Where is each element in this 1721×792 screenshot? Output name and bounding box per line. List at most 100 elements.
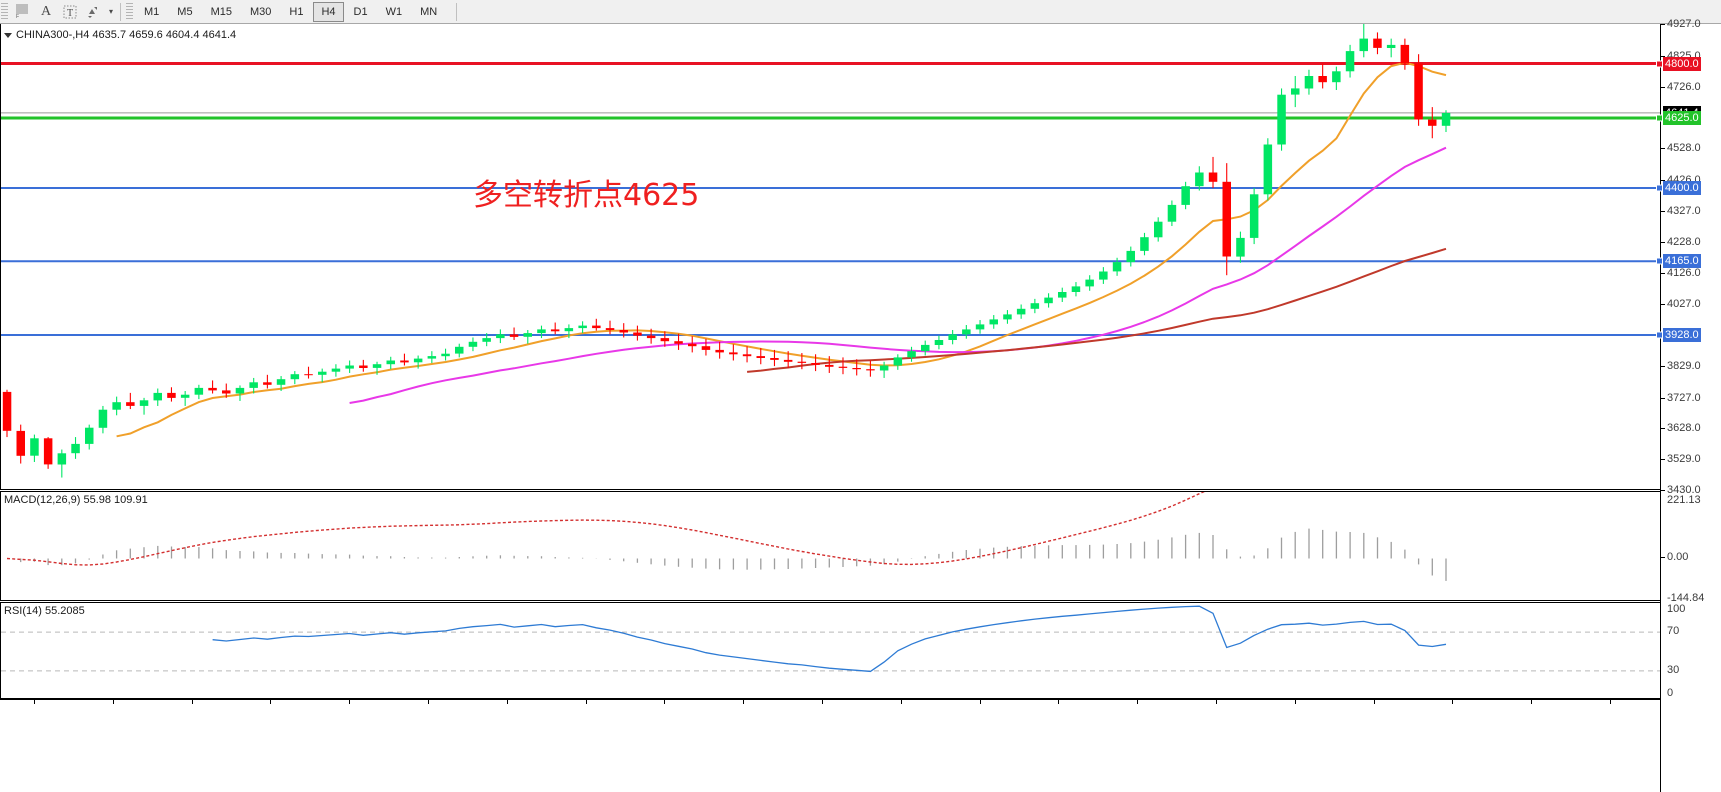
chart-canvas-area[interactable]: CHINA300-,H4 4635.7 4659.6 4604.4 4641.4… xyxy=(0,24,1721,792)
time-axis-tick xyxy=(822,700,823,704)
timeframe-m30[interactable]: M30 xyxy=(249,5,272,18)
candle-body xyxy=(523,333,532,337)
candle-body xyxy=(112,402,121,410)
price-axis-label: 3529.0 xyxy=(1667,453,1701,466)
crosshair-icon[interactable]: F xyxy=(11,2,33,22)
time-axis-tick xyxy=(900,700,902,704)
candle-body xyxy=(921,344,930,352)
timeframe-mn[interactable]: MN xyxy=(420,5,438,18)
candle-body xyxy=(1044,297,1053,304)
chevron-down-icon[interactable] xyxy=(4,32,12,38)
candle-body xyxy=(194,387,204,395)
symbol-header: CHINA300-,H4 4635.7 4659.6 4604.4 4641.4 xyxy=(4,29,236,41)
level-drag-handle-support-1[interactable] xyxy=(1656,184,1663,192)
time-axis-tick xyxy=(34,700,35,704)
ma-line-MA-slow xyxy=(747,247,1447,373)
level-drag-handle-pivot[interactable] xyxy=(1656,114,1663,122)
price-axis-tick xyxy=(1661,241,1665,243)
candle-body xyxy=(441,353,450,357)
toolbar-grip-2[interactable] xyxy=(126,2,134,21)
timeframe-h4[interactable]: H4 xyxy=(313,1,344,22)
candle-body xyxy=(222,390,231,394)
time-axis-tick xyxy=(1216,700,1217,704)
price-badge-resistance[interactable]: 4800.0 xyxy=(1663,56,1701,71)
timeframe-m5[interactable]: M5 xyxy=(177,5,193,18)
shapes-dropdown-caret-icon[interactable]: ▾ xyxy=(109,7,114,16)
candle-body xyxy=(852,368,861,370)
candle-body xyxy=(770,358,779,360)
candle-body xyxy=(550,329,560,332)
candle-body xyxy=(468,341,478,347)
price-badge-support-2[interactable]: 4165.0 xyxy=(1663,254,1701,269)
rsi-panel[interactable] xyxy=(0,602,1660,699)
candle-body xyxy=(866,369,875,371)
time-axis-tick xyxy=(112,700,114,704)
candle-body xyxy=(975,324,985,330)
ma-line-MA-mid xyxy=(349,146,1447,404)
candle-body xyxy=(1154,221,1163,238)
candle-body xyxy=(1373,38,1382,48)
label-tool-icon[interactable]: T xyxy=(59,2,81,22)
candle-body xyxy=(701,346,711,350)
time-axis-tick xyxy=(428,700,429,704)
toolbar-separator-1 xyxy=(120,2,122,21)
timeframe-h1[interactable]: H1 xyxy=(289,5,304,18)
candle-body xyxy=(1003,314,1012,320)
price-axis-tick xyxy=(1661,428,1665,430)
candle-body xyxy=(1140,237,1149,251)
macd-panel[interactable] xyxy=(0,491,1660,601)
price-axis[interactable]: 4927.04825.04726.04628.04528.04426.04327… xyxy=(1656,18,1721,792)
price-axis-tick xyxy=(1661,24,1665,25)
rsi-plot-svg xyxy=(1,605,1660,673)
candle-body xyxy=(43,438,53,465)
candle-body xyxy=(290,374,300,380)
level-drag-handle-resistance[interactable] xyxy=(1656,60,1663,68)
candle-body xyxy=(208,387,217,391)
candle-body xyxy=(427,356,437,359)
candle-body xyxy=(1359,38,1368,52)
candle-body xyxy=(578,325,587,329)
candle-body xyxy=(825,364,834,367)
candle-body xyxy=(1195,172,1204,187)
price-badge-support-3[interactable]: 3928.0 xyxy=(1663,327,1701,342)
candlestick-series xyxy=(2,24,1451,478)
candle-body xyxy=(1126,250,1135,263)
candle-body xyxy=(126,402,135,406)
timeframe-m1[interactable]: M1 xyxy=(144,5,160,18)
rsi-axis-label: 100 xyxy=(1667,603,1686,615)
macd-axis-label: 0.00 xyxy=(1667,551,1689,564)
price-axis-label: 3829.0 xyxy=(1667,359,1701,372)
candle-body xyxy=(934,340,944,345)
price-axis-label: 3628.0 xyxy=(1667,422,1701,435)
rsi-axis-label: 30 xyxy=(1667,663,1680,676)
price-badge-pivot[interactable]: 4625.0 xyxy=(1663,111,1701,125)
price-axis-tick xyxy=(1661,86,1665,88)
price-plot-svg xyxy=(1,24,1660,478)
timeframe-w1[interactable]: W1 xyxy=(385,5,403,18)
candle-body xyxy=(715,349,724,353)
candle-body xyxy=(1058,292,1067,298)
toolbar-grip-1[interactable] xyxy=(1,2,8,21)
candle-body xyxy=(811,363,820,365)
candle-body xyxy=(400,360,409,363)
time-axis-tick xyxy=(270,700,272,704)
candle-body xyxy=(1345,51,1355,72)
candle-body xyxy=(948,334,957,340)
time-axis-tick xyxy=(1373,700,1375,704)
candle-body xyxy=(838,366,848,368)
shapes-tool-icon[interactable] xyxy=(83,2,105,22)
candle-body xyxy=(496,334,505,339)
candle-body xyxy=(249,382,258,388)
text-tool-icon[interactable]: A xyxy=(40,3,52,19)
price-panel[interactable] xyxy=(0,24,1660,490)
candle-body xyxy=(1071,286,1081,292)
timeframe-d1[interactable]: D1 xyxy=(353,5,368,18)
price-badge-support-1[interactable]: 4400.0 xyxy=(1663,181,1701,196)
price-axis-tick xyxy=(1661,179,1665,181)
level-drag-handle-support-2[interactable] xyxy=(1656,257,1663,265)
timeframe-m15[interactable]: M15 xyxy=(210,5,232,18)
level-drag-handle-support-3[interactable] xyxy=(1656,331,1663,339)
price-axis-label: 4027.0 xyxy=(1667,298,1701,311)
crosshair-glyph: F xyxy=(15,4,28,19)
price-axis-label: 4126.0 xyxy=(1667,267,1701,280)
